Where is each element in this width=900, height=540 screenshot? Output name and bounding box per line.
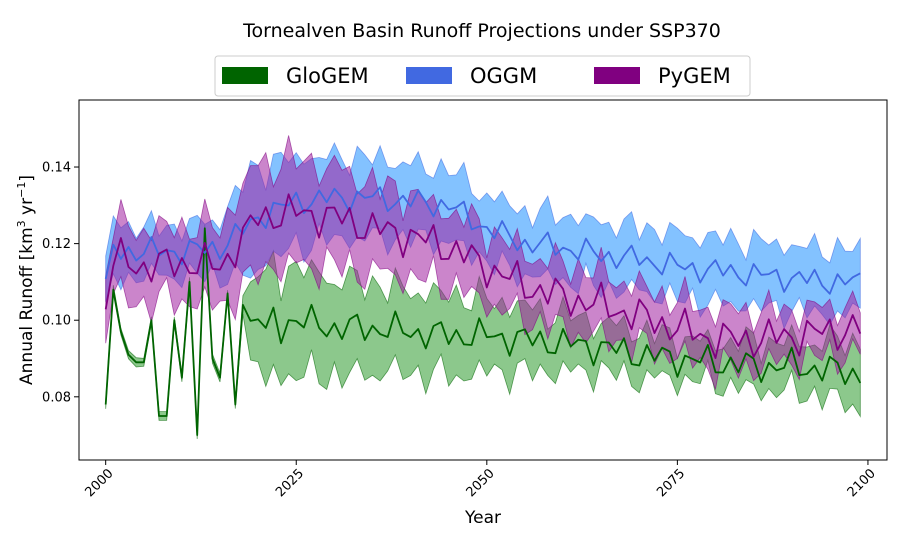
band-pygem (105, 135, 861, 391)
legend-label-oggm: OGGM (470, 64, 537, 88)
line-glogem (104, 227, 862, 436)
y-tick-label: 0.14 (42, 161, 71, 176)
legend-swatch-oggm (406, 67, 452, 84)
y-tick-label: 0.08 (42, 390, 71, 405)
legend: GloGEM OGGM PyGEM (214, 55, 751, 97)
line-pygem (104, 193, 862, 359)
y-axis: 0.08 0.10 0.12 0.14 (42, 161, 79, 405)
legend-box (214, 55, 751, 97)
legend-label-pygem: PyGEM (658, 64, 731, 88)
x-axis-label: Year (464, 508, 501, 528)
legend-swatch-pygem (594, 67, 640, 84)
series-bands (105, 135, 861, 440)
legend-label-glogem: GloGEM (286, 64, 369, 88)
chart-title: Tornealven Basin Runoff Projections unde… (242, 20, 721, 42)
plot-frame (78, 99, 888, 461)
y-tick-label: 0.10 (42, 314, 71, 329)
line-oggm (104, 186, 861, 295)
series-lines (104, 186, 862, 436)
y-tick-label: 0.12 (42, 237, 71, 252)
y-axis-label: Annual Runoff [km3 yr−1] (15, 175, 37, 385)
legend-swatch-glogem (222, 67, 268, 84)
